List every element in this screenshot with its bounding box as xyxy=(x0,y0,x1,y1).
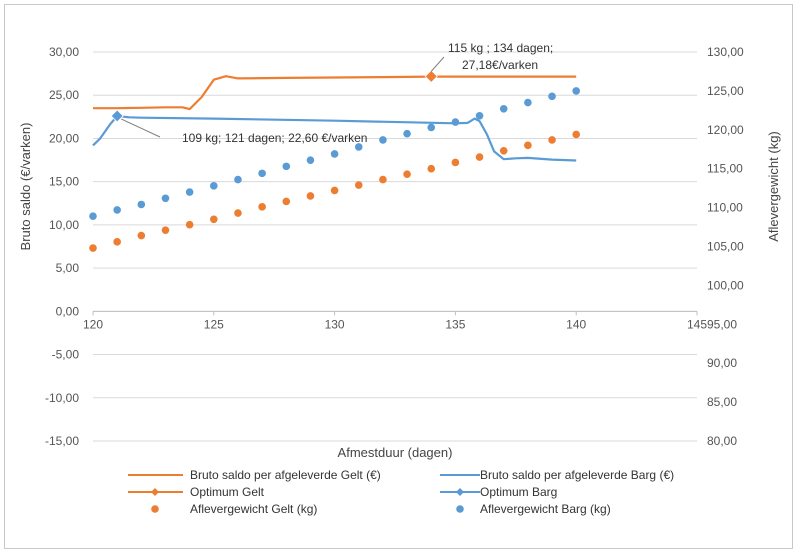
data-point-4 xyxy=(306,192,315,200)
data-point-5 xyxy=(451,118,460,126)
legend-label-3: Optimum Barg xyxy=(480,485,557,499)
data-point-5 xyxy=(137,200,146,209)
y-left-tick-label: 20,00 xyxy=(49,131,79,145)
x-tick-label: 135 xyxy=(445,317,465,331)
annotation-optimum-barg: 109 kg; 121 dagen; 22,60 €/varken xyxy=(182,131,367,145)
data-point-5 xyxy=(210,182,218,190)
data-point-4 xyxy=(161,226,170,234)
data-point-4 xyxy=(258,203,266,211)
data-point-4 xyxy=(524,141,532,150)
legend-label-2: Optimum Gelt xyxy=(190,485,265,499)
data-point-5 xyxy=(427,123,436,132)
y-left-tick-label: -5,00 xyxy=(52,348,80,362)
legend-swatch-marker-3 xyxy=(456,488,464,496)
data-point-4 xyxy=(475,153,484,161)
y-right-tick-label: 130,00 xyxy=(707,45,744,59)
y-left-axis-title: Bruto saldo (€/varken) xyxy=(18,123,33,251)
data-point-5 xyxy=(499,104,508,113)
y-right-tick-label: 115,00 xyxy=(707,162,743,176)
annotation-optimum-gelt: 115 kg ; 134 dagen; xyxy=(448,41,553,55)
x-axis-title: Afmestduur (dagen) xyxy=(338,445,453,460)
y-left-tick-label: 0,00 xyxy=(56,304,80,318)
data-point-5 xyxy=(330,150,339,158)
y-right-tick-label: 95,00 xyxy=(707,317,737,331)
y-right-tick-label: 90,00 xyxy=(707,356,737,370)
data-point-5 xyxy=(282,162,291,171)
legend-label-1: Bruto saldo per afgeleverde Barg (€) xyxy=(480,468,674,482)
x-tick-label: 125 xyxy=(204,317,224,331)
x-tick-label: 140 xyxy=(566,317,586,331)
y-left-tick-label: -10,00 xyxy=(45,391,79,405)
data-point-5 xyxy=(403,129,411,138)
y-right-axis-title: Aflevergewicht (kg) xyxy=(766,131,781,242)
data-point-4 xyxy=(210,215,218,224)
data-point-5 xyxy=(113,206,121,214)
legend-swatch-4 xyxy=(151,505,159,513)
data-point-5 xyxy=(306,156,315,164)
data-point-4 xyxy=(572,130,580,139)
y-right-tick-label: 125,00 xyxy=(707,84,744,98)
y-left-tick-label: 25,00 xyxy=(49,88,79,102)
data-point-4 xyxy=(330,186,339,195)
y-right-tick-label: 110,00 xyxy=(707,201,743,215)
data-point-5 xyxy=(185,188,194,196)
data-point-4 xyxy=(185,220,194,229)
data-point-5 xyxy=(548,92,556,101)
legend-label-5: Aflevergewicht Barg (kg) xyxy=(480,502,611,516)
optimum-marker-3 xyxy=(110,109,124,123)
data-point-5 xyxy=(524,98,532,107)
legend-swatch-5 xyxy=(456,505,464,513)
data-point-5 xyxy=(89,212,97,220)
data-point-4 xyxy=(354,181,363,189)
data-point-4 xyxy=(282,197,291,206)
y-right-tick-label: 85,00 xyxy=(707,395,737,409)
data-point-4 xyxy=(89,244,97,252)
y-left-tick-label: 10,00 xyxy=(49,218,79,232)
data-point-5 xyxy=(572,87,580,95)
data-point-5 xyxy=(354,143,363,151)
data-point-4 xyxy=(234,209,242,217)
x-tick-label: 145 xyxy=(687,317,707,331)
x-tick-label: 120 xyxy=(83,317,103,331)
data-point-4 xyxy=(451,158,460,167)
series-line-0 xyxy=(93,75,577,111)
annotation-optimum-gelt: 27,18€/varken xyxy=(462,58,538,72)
data-point-4 xyxy=(379,175,387,184)
data-point-4 xyxy=(499,147,508,155)
data-point-4 xyxy=(137,231,146,240)
legend-label-4: Aflevergewicht Gelt (kg) xyxy=(190,502,317,516)
data-point-5 xyxy=(258,169,266,178)
y-left-tick-label: 15,00 xyxy=(49,175,79,189)
annotation-leader xyxy=(120,118,161,138)
y-right-tick-label: 105,00 xyxy=(707,240,744,254)
y-right-tick-label: 100,00 xyxy=(707,278,744,292)
y-left-tick-label: 5,00 xyxy=(56,261,80,275)
legend-label-0: Bruto saldo per afgeleverde Gelt (€) xyxy=(190,468,381,482)
legend-swatch-marker-2 xyxy=(151,488,159,496)
data-point-5 xyxy=(161,194,170,203)
y-left-tick-label: 30,00 xyxy=(49,45,79,59)
y-left-tick-label: -15,00 xyxy=(45,434,79,448)
data-point-4 xyxy=(548,136,556,144)
data-point-4 xyxy=(403,170,411,178)
data-point-4 xyxy=(427,164,436,173)
annotation-leader xyxy=(430,56,445,72)
y-right-tick-label: 80,00 xyxy=(707,434,737,448)
data-point-4 xyxy=(113,238,121,246)
data-point-5 xyxy=(475,111,484,120)
y-right-tick-label: 120,00 xyxy=(707,123,744,137)
data-point-5 xyxy=(379,136,387,144)
data-point-5 xyxy=(234,175,242,184)
x-tick-label: 130 xyxy=(325,317,345,331)
optimum-marker-2 xyxy=(424,69,438,83)
